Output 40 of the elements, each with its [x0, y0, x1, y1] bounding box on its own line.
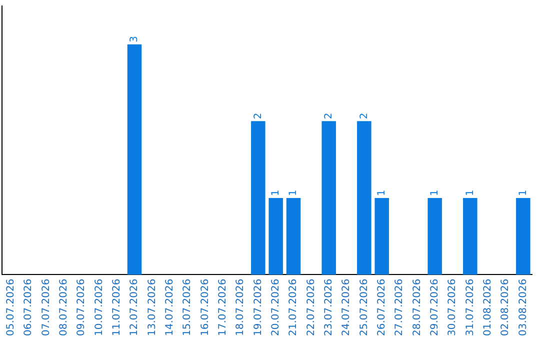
data-label: 1 — [288, 190, 300, 196]
x-tick-label: 29.07.2026 — [429, 278, 440, 336]
x-tick-label: 25.07.2026 — [358, 278, 370, 336]
x-tick-label: 28.07.2026 — [412, 278, 423, 336]
x-tick-label: 27.07.2026 — [394, 278, 406, 336]
data-label: 1 — [376, 190, 388, 196]
x-tick-label: 17.07.2026 — [217, 278, 228, 336]
x-tick-label: 13.07.2026 — [146, 278, 158, 336]
x-tick-label: 03.08.2026 — [518, 278, 529, 336]
x-tick-label: 18.07.2026 — [235, 278, 246, 336]
x-tick-label: 10.07.2026 — [94, 278, 105, 336]
x-tick-label: 05.07.2026 — [5, 278, 16, 336]
data-label: 2 — [252, 112, 264, 120]
x-tick-label: 21.07.2026 — [288, 278, 300, 336]
x-tick-label: 23.07.2026 — [323, 278, 334, 336]
data-label: 3 — [129, 36, 140, 42]
data-label: 1 — [429, 190, 440, 196]
x-tick-label: 01.08.2026 — [482, 278, 494, 336]
x-tick-label: 24.07.2026 — [341, 278, 352, 336]
x-tick-label: 12.07.2026 — [129, 278, 140, 336]
data-label: 2 — [323, 112, 334, 120]
data-label: 1 — [270, 190, 282, 196]
data-label: 1 — [518, 190, 529, 196]
x-tick-label: 02.08.2026 — [500, 278, 512, 336]
x-tick-label: 20.07.2026 — [270, 278, 282, 336]
x-tick-label: 06.07.2026 — [23, 278, 34, 336]
x-tick-label: 15.07.2026 — [182, 278, 194, 336]
data-label: 1 — [464, 190, 476, 196]
x-tick-label: 31.07.2026 — [464, 278, 476, 336]
x-tick-label: 09.07.2026 — [76, 278, 88, 336]
x-tick-label: 26.07.2026 — [376, 278, 388, 336]
x-tick-label: 22.07.2026 — [306, 278, 317, 336]
data-label: 2 — [358, 112, 370, 120]
x-tick-label: 30.07.2026 — [447, 278, 458, 336]
x-tick-label: 16.07.2026 — [200, 278, 211, 336]
x-tick-label: 07.07.2026 — [40, 278, 52, 336]
x-tick-label: 19.07.2026 — [252, 278, 264, 336]
x-tick-label: 11.07.2026 — [111, 278, 122, 336]
x-tick-label: 08.07.2026 — [58, 278, 70, 336]
x-tick-label: 14.07.2026 — [164, 278, 176, 336]
